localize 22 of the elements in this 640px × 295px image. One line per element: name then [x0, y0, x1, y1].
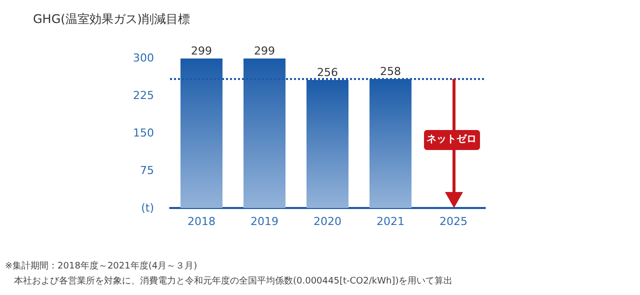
x-tick-label: 2019 — [250, 215, 278, 228]
data-label: 299 — [254, 44, 275, 58]
x-tick-label: 2018 — [188, 215, 216, 228]
text: ※集計期間：2018年度～2021年度(4月～３月) — [5, 260, 198, 272]
x-tick-label: 2020 — [314, 215, 342, 228]
y-tick-label: 75 — [140, 164, 154, 177]
data-label: 299 — [191, 44, 212, 58]
bar — [244, 58, 286, 208]
y-tick-label: 300 — [133, 52, 154, 64]
y-tick-label: (t) — [141, 202, 154, 214]
x-tick-label: 2021 — [376, 215, 404, 228]
chart-title: GHG(温室効果ガス)削減目標 — [33, 12, 190, 26]
y-tick-label: 225 — [133, 89, 154, 102]
bar — [306, 80, 348, 208]
data-label: 256 — [317, 66, 338, 79]
annotation: ネットゼロ — [424, 130, 480, 150]
bar — [180, 58, 222, 208]
data-label: 258 — [380, 65, 401, 78]
text: 本社および各営業所を対象に、消費電力と令和元年度の全国平均係数(0.000445[t-CO2/kWh])を用いて算出 — [14, 276, 453, 286]
y-tick-label: 150 — [133, 126, 154, 140]
bar — [370, 79, 412, 208]
x-tick-label: 2025 — [440, 215, 468, 228]
